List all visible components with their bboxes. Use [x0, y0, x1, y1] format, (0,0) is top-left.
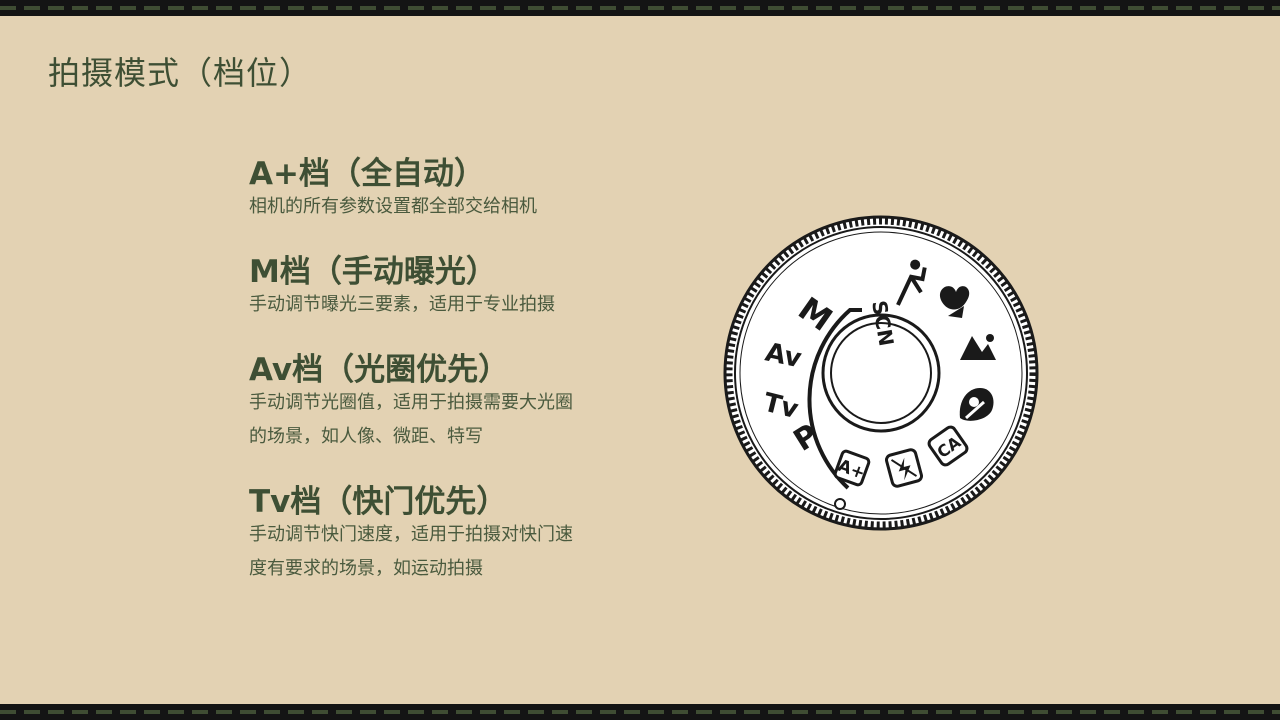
- mode-description: 手动调节光圈值，适用于拍摄需要大光圈的场景，如人像、微距、特写: [249, 392, 573, 447]
- mode-name: M档（手动曝光）: [249, 254, 497, 290]
- dial-label-av: Av: [763, 338, 805, 375]
- macro-flower-icon: [939, 286, 970, 318]
- mode-item-tv: Tv档（快门优先） 手动调节快门速度，适用于拍摄对快门速度有要求的场景，如运动拍…: [249, 480, 589, 586]
- no-flash-icon: [884, 448, 924, 488]
- dial-inner-ring: [739, 231, 1023, 515]
- mode-item-m: M档（手动曝光） 手动调节曝光三要素，适用于专业拍摄: [249, 250, 589, 322]
- mode-dial-icon: P Tv Av M SCN CA: [723, 215, 1039, 531]
- mode-item-aplus: A+档（全自动） 相机的所有参数设置都全部交给相机: [249, 152, 589, 224]
- mode-item-av: Av档（光圈优先） 手动调节光圈值，适用于拍摄需要大光圈的场景，如人像、微距、特…: [249, 348, 589, 454]
- dial-mode-arc: [807, 308, 862, 490]
- mode-description: 相机的所有参数设置都全部交给相机: [249, 196, 537, 217]
- mode-description: 手动调节曝光三要素，适用于专业拍摄: [249, 294, 555, 315]
- dial-knurled-edge: [725, 217, 1037, 529]
- dial-center-button: [830, 322, 932, 424]
- portrait-icon: [959, 388, 994, 421]
- mode-name: Av档（光圈优先）: [249, 352, 510, 388]
- creative-auto-icon: CA: [927, 425, 969, 467]
- mode-name: A+档（全自动）: [249, 156, 485, 192]
- dial-index-dot: [834, 498, 846, 510]
- mode-name: Tv档（快门优先）: [249, 484, 508, 520]
- scene-intelligent-auto-icon: A+: [833, 449, 871, 487]
- mode-dial-illustration: P Tv Av M SCN CA: [722, 214, 1040, 532]
- film-strip-bottom-border: [0, 704, 1280, 720]
- slide-title: 拍摄模式（档位）: [48, 54, 313, 92]
- mode-description: 手动调节快门速度，适用于拍摄对快门速度有要求的场景，如运动拍摄: [249, 524, 573, 579]
- sports-icon: [896, 259, 927, 306]
- landscape-icon: [960, 334, 996, 360]
- film-strip-top-border: [0, 0, 1280, 16]
- mode-list: A+档（全自动） 相机的所有参数设置都全部交给相机 M档（手动曝光） 手动调节曝…: [249, 152, 589, 612]
